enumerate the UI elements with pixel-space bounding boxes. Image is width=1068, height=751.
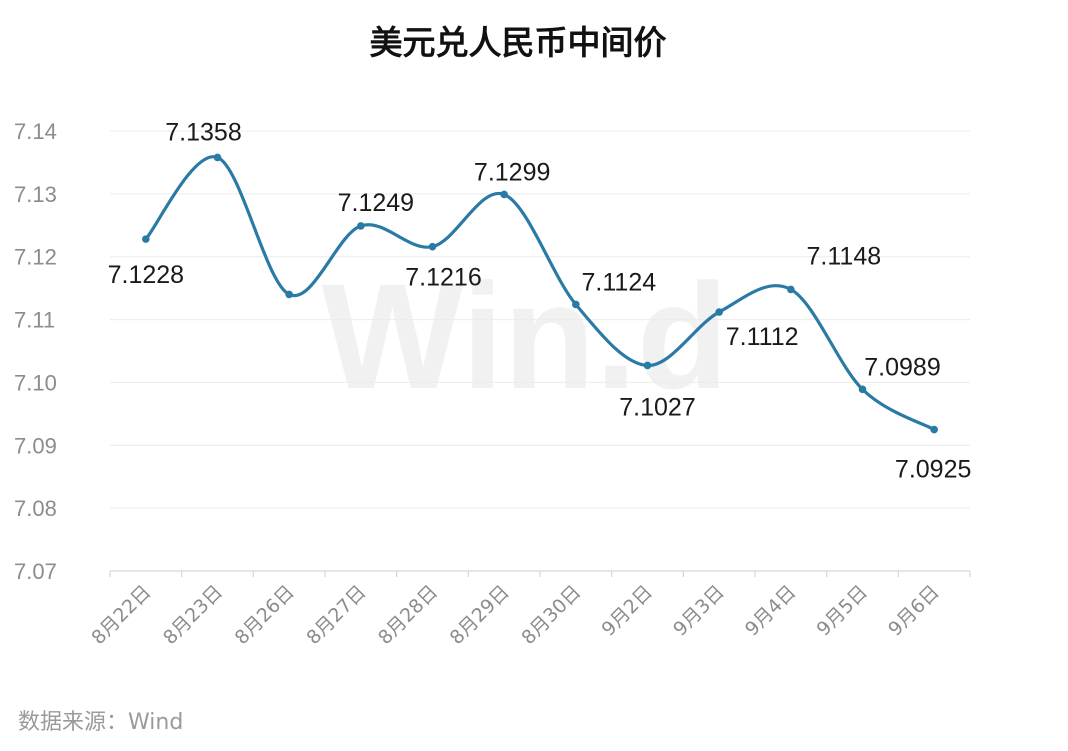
x-tick-label: 8月22日 (87, 581, 155, 649)
x-tick-label: 8月26日 (231, 581, 299, 649)
data-label: 7.0925 (895, 456, 971, 484)
x-tick-label: 8月28日 (374, 581, 442, 649)
data-point (858, 385, 867, 394)
x-tick-label: 9月3日 (669, 581, 729, 641)
data-label: 7.1112 (726, 323, 799, 351)
y-tick-label: 7.13 (14, 182, 57, 207)
x-tick-label: 8月30日 (517, 581, 585, 649)
y-tick-label: 7.09 (14, 433, 57, 458)
y-tick-label: 7.12 (14, 245, 57, 270)
data-label: 7.1299 (474, 158, 550, 186)
series-line-group (142, 153, 938, 434)
chart-title: 美元兑人民币中间价 (370, 23, 667, 62)
y-tick-label: 7.07 (14, 559, 57, 584)
data-point (357, 222, 365, 230)
data-point (715, 308, 723, 316)
data-label: 7.1124 (582, 268, 657, 296)
data-point (142, 235, 150, 243)
y-tick-label: 7.14 (14, 119, 57, 144)
source-note: 数据来源：Wind (18, 710, 183, 735)
data-label: 7.1358 (165, 118, 241, 146)
watermark: Win.d (322, 252, 729, 420)
data-point (787, 285, 795, 294)
y-tick-label: 7.10 (14, 370, 57, 395)
y-tick-label: 7.08 (14, 496, 57, 521)
data-point (572, 300, 580, 309)
data-label: 7.1148 (807, 242, 882, 270)
x-tick-label: 9月4日 (741, 581, 801, 641)
gridlines (110, 130, 970, 509)
data-point (428, 242, 437, 251)
x-tick-label: 9月6日 (884, 581, 944, 641)
x-tick-label: 8月23日 (159, 581, 227, 649)
y-tick-label: 7.11 (14, 308, 55, 333)
data-point (213, 153, 222, 162)
data-label: 7.0989 (864, 353, 940, 381)
x-tick-label: 8月27日 (302, 581, 370, 649)
x-tick-label: 9月2日 (598, 581, 658, 641)
series-line (144, 155, 936, 432)
y-axis-ticks: 7.07 7.08 7.09 7.10 7.11 7.12 7.13 7.14 (14, 119, 57, 584)
data-label: 7.1249 (338, 189, 414, 217)
x-tick-label: 8月29日 (446, 581, 514, 649)
data-point (500, 190, 508, 199)
data-label: 7.1216 (405, 264, 481, 292)
x-axis: 8月22日 8月23日 8月26日 8月27日 8月28日 8月29日 8月30日 9月2日 9… (87, 570, 971, 649)
data-labels: 7.1228 7.1358 7.1249 7.1216 7.1299 7.1124 7.10… (108, 118, 972, 483)
data-point (643, 361, 652, 370)
data-label: 7.1228 (108, 261, 184, 289)
data-point (930, 425, 938, 434)
data-label: 7.1027 (619, 393, 695, 421)
data-point (285, 290, 293, 299)
x-tick-label: 9月5日 (813, 581, 873, 641)
